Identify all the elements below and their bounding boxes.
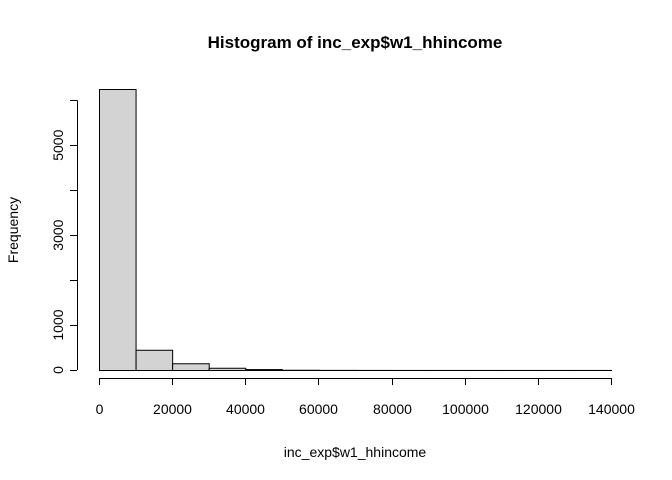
- bars-group: [99, 89, 613, 372]
- x-tick-label: 0: [96, 401, 104, 417]
- y-tick-label: 5000: [50, 129, 66, 160]
- histogram-bar: [208, 367, 247, 372]
- histogram-bar: [135, 349, 174, 372]
- x-tick-label: 20000: [153, 401, 192, 417]
- x-tick-label: 100000: [442, 401, 489, 417]
- x-tick-label: 140000: [588, 401, 635, 417]
- y-tick-label: 1000: [50, 309, 66, 340]
- y-axis: 0 1000 3000 5000: [50, 100, 78, 374]
- y-tick-label: 3000: [50, 219, 66, 250]
- histogram-bar: [172, 363, 210, 372]
- x-axis-label: inc_exp$w1_hhincome: [284, 444, 427, 460]
- x-tick-label: 120000: [515, 401, 562, 417]
- x-tick-label: 80000: [373, 401, 412, 417]
- chart-title: Histogram of inc_exp$w1_hhincome: [208, 33, 503, 52]
- x-tick-label: 40000: [226, 401, 265, 417]
- y-tick-label: 0: [50, 366, 66, 374]
- y-axis-label: Frequency: [5, 197, 21, 263]
- x-tick-label: 60000: [299, 401, 338, 417]
- histogram-bar: [245, 369, 283, 371]
- histogram-bar: [99, 89, 137, 371]
- x-axis: 0 20000 40000 60000 80000 100000 120000 140000: [96, 378, 635, 417]
